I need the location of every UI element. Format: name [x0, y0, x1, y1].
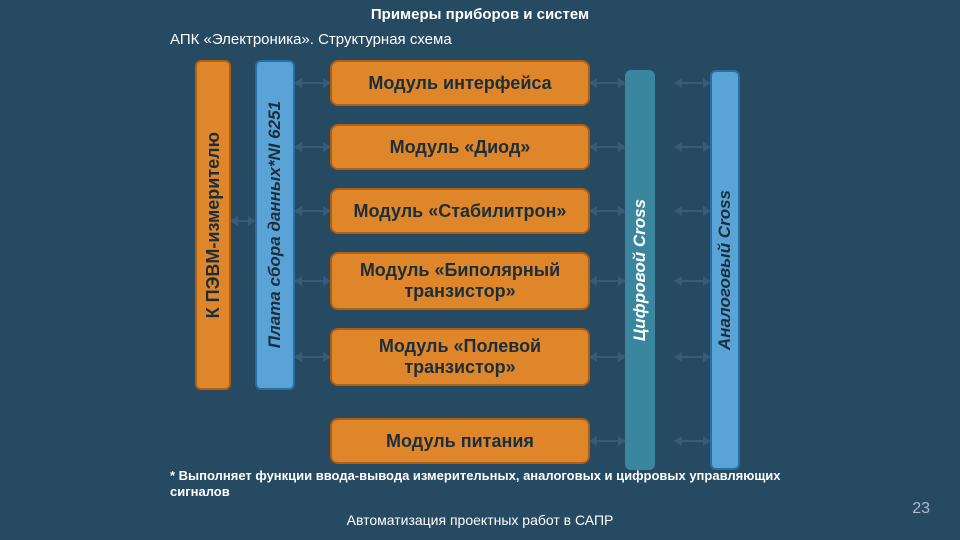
arrow-far-field — [675, 356, 710, 358]
arrow-left-diode — [295, 146, 330, 148]
arrow-left-bipolar — [295, 280, 330, 282]
arrow-far-bipolar — [675, 280, 710, 282]
vbar-label-digital: Цифровой Cross — [630, 199, 650, 341]
module-bipolar: Модуль «Биполярный транзистор» — [330, 252, 590, 310]
arrow-right-bipolar — [590, 280, 625, 282]
arrow-pevm-to-board — [231, 220, 255, 222]
vbar-pevmi: К ПЭВМ-измерителю — [195, 60, 231, 390]
arrow-right-interface — [590, 82, 625, 84]
page-subtitle: АПК «Электроника». Структурная схема — [0, 23, 960, 48]
vbar-label-ni6251: Плата сбора данных*NI 6251 — [265, 101, 285, 348]
module-stabilitron: Модуль «Стабилитрон» — [330, 188, 590, 234]
module-interface: Модуль интерфейса — [330, 60, 590, 106]
vbar-label-analog: Аналоговый Cross — [715, 190, 735, 350]
block-diagram: К ПЭВМ-измерителю Плата сбора данных*NI 6… — [180, 60, 780, 470]
arrow-left-field — [295, 356, 330, 358]
vbar-ni6251: Плата сбора данных*NI 6251 — [255, 60, 295, 390]
arrow-right-diode — [590, 146, 625, 148]
arrow-far-power — [675, 440, 710, 442]
arrow-far-interface — [675, 82, 710, 84]
vbar-label-pevmi: К ПЭВМ-измерителю — [203, 132, 224, 318]
arrow-right-stabilitron — [590, 210, 625, 212]
module-power: Модуль питания — [330, 418, 590, 464]
module-diode: Модуль «Диод» — [330, 124, 590, 170]
footnote-text: * Выполняет функции ввода-вывода измерит… — [170, 468, 790, 501]
vbar-digital: Цифровой Cross — [625, 70, 655, 470]
arrow-right-field — [590, 356, 625, 358]
page-number: 23 — [912, 500, 930, 518]
footer-text: Автоматизация проектных работ в САПР — [0, 512, 960, 528]
arrow-right-power — [590, 440, 625, 442]
arrow-far-stabilitron — [675, 210, 710, 212]
page-header: Примеры приборов и систем — [0, 0, 960, 23]
arrow-far-diode — [675, 146, 710, 148]
arrow-left-stabilitron — [295, 210, 330, 212]
module-field: Модуль «Полевой транзистор» — [330, 328, 590, 386]
vbar-analog: Аналоговый Cross — [710, 70, 740, 470]
arrow-left-interface — [295, 82, 330, 84]
